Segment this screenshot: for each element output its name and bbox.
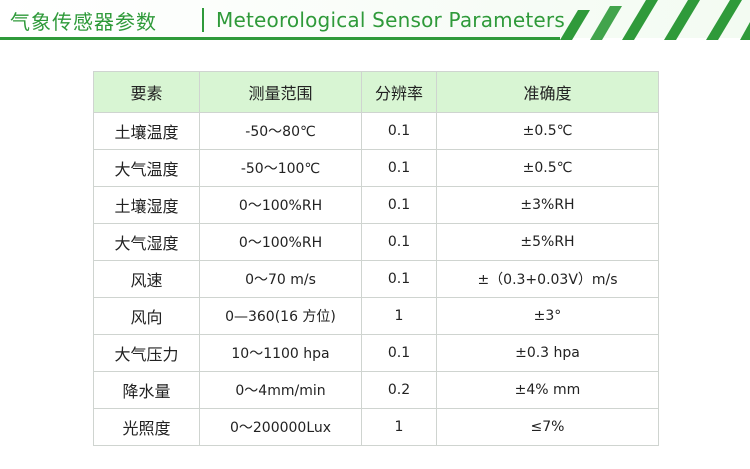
cell-element: 降水量 [93,371,200,409]
cell-resolution: 0.1 [361,112,437,150]
column-header-element: 要素 [93,71,200,113]
header-banner [0,0,750,40]
cell-range: 0～200000Lux [199,408,362,446]
cell-accuracy: ±（0.3+0.03V）m/s [436,260,659,298]
table-row: 风向 0—360(16 方位) 1 ±3° [93,297,659,335]
cell-element: 光照度 [93,408,200,446]
cell-accuracy: ±3° [436,297,659,335]
cell-accuracy: ±0.5℃ [436,149,659,187]
sensor-parameters-table: 要素 测量范围 分辨率 准确度 土壤温度 -50～80℃ 0.1 ±0.5℃ 大… [93,71,659,446]
cell-resolution: 0.1 [361,260,437,298]
cell-element: 土壤湿度 [93,186,200,224]
cell-range: -50～100℃ [199,149,362,187]
table-row: 大气压力 10～1100 hpa 0.1 ±0.3 hpa [93,334,659,372]
page-title-chinese: 气象传感器参数 [10,10,157,34]
cell-accuracy: ±4% mm [436,371,659,409]
title-divider [202,8,204,32]
table-header-row: 要素 测量范围 分辨率 准确度 [93,71,659,113]
table-row: 光照度 0～200000Lux 1 ≤7% [93,408,659,446]
cell-element: 土壤温度 [93,112,200,150]
cell-element: 大气温度 [93,149,200,187]
table-row: 大气温度 -50～100℃ 0.1 ±0.5℃ [93,149,659,187]
cell-range: -50～80℃ [199,112,362,150]
cell-resolution: 0.1 [361,186,437,224]
table-row: 降水量 0～4mm/min 0.2 ±4% mm [93,371,659,409]
cell-element: 大气湿度 [93,223,200,261]
column-header-range: 测量范围 [199,71,362,113]
cell-accuracy: ≤7% [436,408,659,446]
page-title-english: Meteorological Sensor Parameters [216,8,565,32]
cell-element: 大气压力 [93,334,200,372]
cell-resolution: 1 [361,408,437,446]
cell-element: 风向 [93,297,200,335]
table-row: 土壤湿度 0～100%RH 0.1 ±3%RH [93,186,659,224]
cell-accuracy: ±0.3 hpa [436,334,659,372]
table-row: 土壤温度 -50～80℃ 0.1 ±0.5℃ [93,112,659,150]
cell-resolution: 0.2 [361,371,437,409]
cell-range: 0～4mm/min [199,371,362,409]
column-header-resolution: 分辨率 [361,71,437,113]
cell-accuracy: ±0.5℃ [436,112,659,150]
cell-resolution: 0.1 [361,334,437,372]
cell-range: 0—360(16 方位) [199,297,362,335]
table-row: 大气湿度 0～100%RH 0.1 ±5%RH [93,223,659,261]
cell-resolution: 1 [361,297,437,335]
table-row: 风速 0～70 m/s 0.1 ±（0.3+0.03V）m/s [93,260,659,298]
cell-range: 0～100%RH [199,186,362,224]
cell-range: 0～100%RH [199,223,362,261]
cell-element: 风速 [93,260,200,298]
cell-range: 10～1100 hpa [199,334,362,372]
cell-accuracy: ±3%RH [436,186,659,224]
column-header-accuracy: 准确度 [436,71,659,113]
cell-accuracy: ±5%RH [436,223,659,261]
page-header: 气象传感器参数 Meteorological Sensor Parameters [0,0,750,40]
cell-resolution: 0.1 [361,149,437,187]
cell-range: 0～70 m/s [199,260,362,298]
cell-resolution: 0.1 [361,223,437,261]
